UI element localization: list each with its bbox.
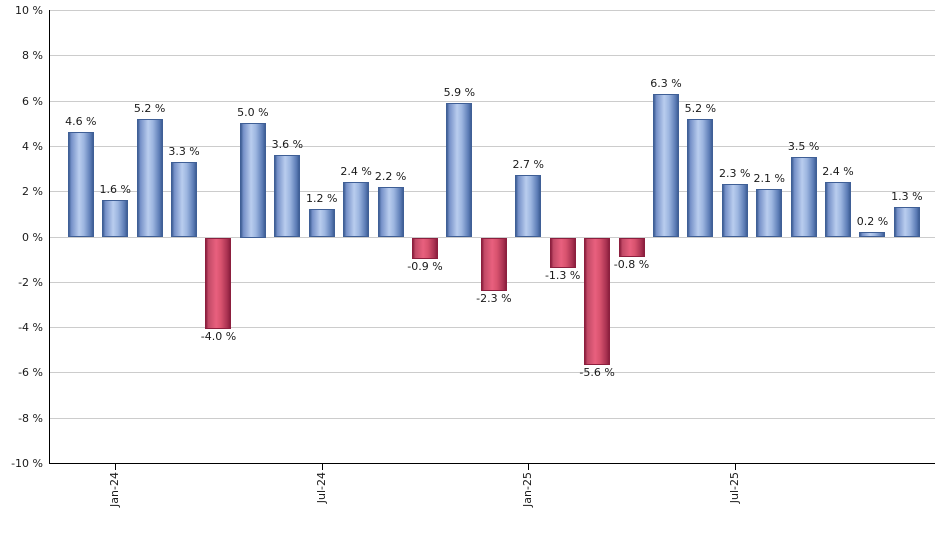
y-axis-label: -2 %	[18, 275, 43, 289]
bar-value-label: 2.4 %	[822, 165, 854, 179]
bar	[584, 237, 611, 366]
bar	[652, 93, 679, 238]
y-axis-label: 10 %	[15, 4, 43, 17]
bar	[412, 237, 438, 259]
bar	[171, 161, 198, 238]
bar	[343, 182, 370, 238]
y-axis-line	[49, 10, 50, 464]
bar	[687, 118, 714, 238]
bar	[67, 132, 94, 238]
bar	[274, 154, 301, 238]
y-axis-label: -4 %	[18, 321, 43, 335]
bar	[893, 207, 920, 238]
bar-value-label: 3.3 %	[168, 144, 200, 158]
bar-value-label: 1.3 %	[891, 190, 923, 204]
grid-line	[49, 100, 935, 102]
bar-value-label: -2.3 %	[476, 291, 512, 305]
x-axis-label: Jan-25	[521, 472, 535, 507]
bar-value-label: 2.7 %	[512, 158, 544, 172]
bar-value-label: 4.6 %	[65, 115, 97, 129]
bar	[102, 200, 129, 238]
bar	[205, 237, 232, 330]
y-axis-label: -10 %	[11, 457, 43, 470]
y-axis-label: 2 %	[22, 185, 43, 199]
bar	[721, 184, 748, 238]
bar-value-label: -0.9 %	[407, 259, 443, 273]
bar-value-label: 2.4 %	[340, 165, 372, 179]
x-axis-line	[49, 463, 935, 464]
grid-line	[49, 55, 935, 57]
x-axis-label: Jul-25	[727, 472, 741, 504]
bar-value-label: 5.2 %	[133, 101, 166, 115]
bar-value-label: 3.6 %	[271, 137, 304, 151]
bar	[790, 157, 817, 238]
bar-value-label: 3.5 %	[787, 140, 820, 154]
bar-value-label: 5.0 %	[237, 106, 269, 120]
y-axis-label: -8 %	[18, 411, 43, 425]
bar	[859, 231, 886, 238]
bar	[618, 237, 645, 257]
bar-value-label: -5.6 %	[579, 366, 615, 380]
x-axis-tick	[734, 464, 736, 470]
grid-line	[49, 236, 935, 238]
grid-line	[49, 417, 935, 419]
y-axis-label: 4 %	[22, 139, 43, 153]
bar	[446, 102, 473, 238]
bar	[480, 237, 507, 291]
y-axis-label: 0 %	[22, 230, 43, 244]
bar-value-label: -1.3 %	[544, 268, 581, 282]
bar-value-label: -4.0 %	[200, 330, 237, 344]
y-axis-label: 8 %	[22, 49, 43, 63]
bar	[756, 188, 783, 238]
bar-value-label: 2.1 %	[753, 171, 785, 185]
bar-value-label: 5.2 %	[684, 101, 717, 115]
x-axis-tick	[115, 464, 117, 470]
y-axis-label: 6 %	[22, 94, 43, 108]
bar-value-label: 1.6 %	[99, 183, 131, 197]
grid-line	[49, 191, 935, 193]
grid-line	[49, 145, 935, 147]
grid-line	[49, 372, 935, 374]
x-axis-tick	[528, 464, 530, 470]
x-axis-label: Jan-24	[108, 472, 122, 507]
bar-value-label: -0.8 %	[613, 257, 650, 271]
bar	[549, 237, 576, 268]
bar-value-label: 1.2 %	[306, 192, 338, 206]
bar	[825, 182, 852, 238]
bar	[515, 175, 542, 238]
grid-line	[49, 10, 935, 11]
bar	[239, 123, 266, 238]
bar-value-label: 2.2 %	[374, 169, 407, 183]
bar-value-label: 2.3 %	[719, 167, 751, 181]
bar-value-label: 6.3 %	[650, 76, 682, 90]
x-axis-label: Jul-24	[314, 472, 328, 504]
x-axis-tick	[321, 464, 323, 470]
bar-value-label: 0.2 %	[856, 214, 889, 228]
grid-line	[49, 327, 935, 329]
bar	[377, 186, 404, 238]
bar-value-label: 5.9 %	[443, 85, 476, 99]
bar	[136, 118, 163, 238]
bar	[308, 209, 335, 238]
y-axis-label: -6 %	[18, 366, 43, 380]
